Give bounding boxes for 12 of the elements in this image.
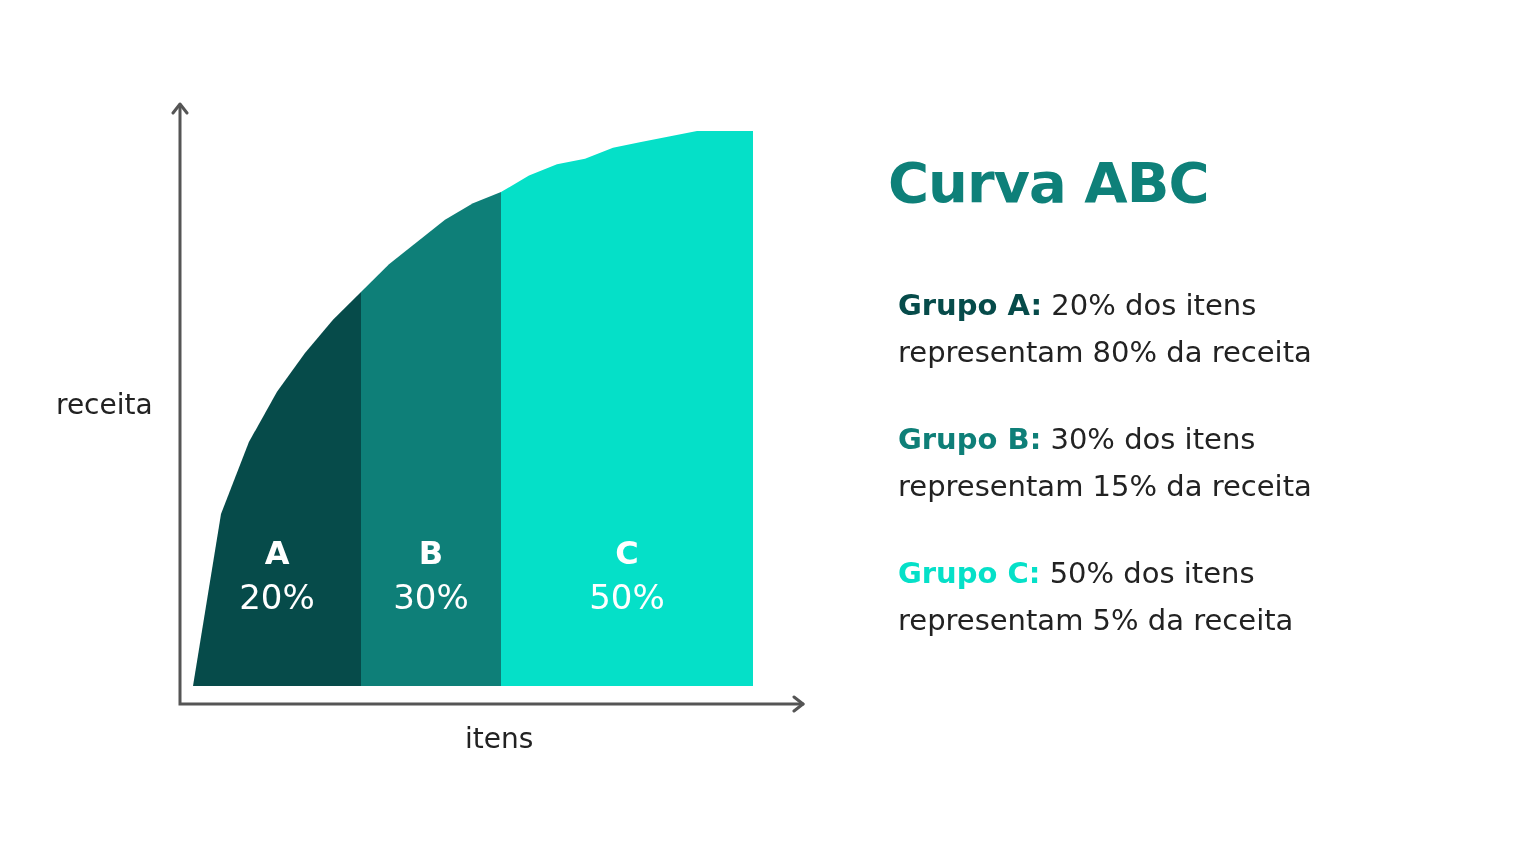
annotation: 30% <box>393 576 469 617</box>
series-label: A <box>264 534 290 573</box>
series-label: C <box>615 534 639 573</box>
annotation: 20% <box>239 576 315 617</box>
x-axis-title: itens <box>465 722 534 755</box>
text: Grupo C: 50% dos itens representam 5% da receita <box>898 555 1295 639</box>
text: Grupo A: 20% dos itens representam 80% da receita <box>898 287 1313 371</box>
series-label: B <box>418 534 444 573</box>
text: Curva ABC <box>888 150 1209 215</box>
y-axis-title: receita <box>56 388 153 421</box>
text: Grupo B: 30% dos itens representam 15% da receita <box>898 421 1313 505</box>
annotation: 50% <box>589 576 665 617</box>
